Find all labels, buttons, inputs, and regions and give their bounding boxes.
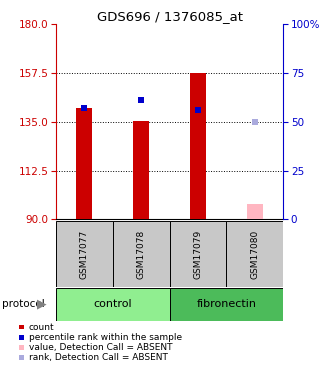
Text: value, Detection Call = ABSENT: value, Detection Call = ABSENT: [29, 343, 172, 352]
Title: GDS696 / 1376085_at: GDS696 / 1376085_at: [97, 10, 243, 23]
Text: count: count: [29, 322, 54, 332]
Bar: [113, 221, 170, 287]
Bar: [170, 288, 283, 321]
Text: GSM17077: GSM17077: [80, 230, 89, 279]
Text: protocol: protocol: [2, 299, 44, 309]
Bar: [247, 204, 263, 219]
Bar: [56, 288, 170, 321]
Bar: [190, 73, 206, 219]
Text: rank, Detection Call = ABSENT: rank, Detection Call = ABSENT: [29, 353, 168, 362]
Bar: [56, 221, 113, 287]
Text: ▶: ▶: [37, 298, 46, 311]
Text: percentile rank within the sample: percentile rank within the sample: [29, 333, 182, 342]
Text: control: control: [93, 299, 132, 309]
Bar: [76, 108, 92, 219]
Text: GSM17079: GSM17079: [194, 230, 203, 279]
Text: fibronectin: fibronectin: [196, 299, 256, 309]
Text: GSM17078: GSM17078: [137, 230, 146, 279]
Bar: [170, 221, 227, 287]
Bar: [227, 221, 283, 287]
Bar: [133, 121, 149, 219]
Text: GSM17080: GSM17080: [250, 230, 259, 279]
